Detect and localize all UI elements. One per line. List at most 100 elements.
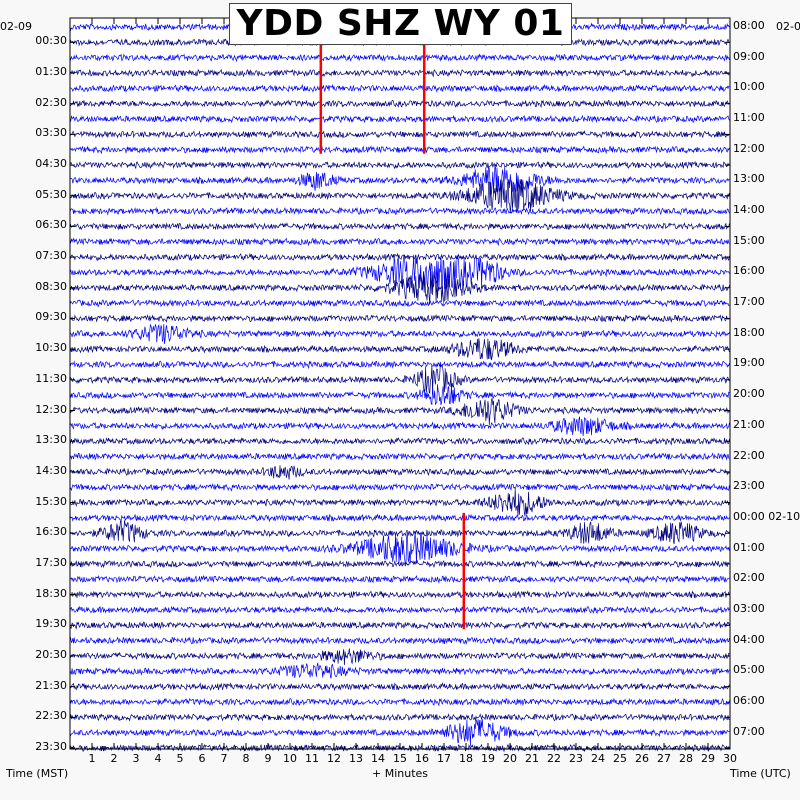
trace-line-43 — [69, 682, 730, 692]
right-time-tick-label: 03:00 — [733, 601, 765, 615]
right-time-tick-label: 09:00 — [733, 49, 765, 63]
x-tick-label: 13 — [349, 752, 363, 765]
trace-line-37 — [69, 590, 730, 600]
trace-line-21 — [69, 338, 730, 361]
x-tick-label: 7 — [220, 752, 228, 765]
x-tick-label: 23 — [569, 752, 583, 765]
right-date-label: 02-09 — [776, 20, 800, 33]
trace-line-34 — [69, 532, 730, 565]
trace-line-14 — [69, 237, 730, 247]
right-time-tick-label: 08:00 — [733, 19, 765, 32]
x-tick-label: 19 — [481, 752, 495, 765]
left-axis-label: Time (MST) — [6, 767, 69, 780]
right-time-tick-label: 17:00 — [733, 295, 765, 309]
left-time-tick-label: 11:30 — [35, 371, 67, 385]
right-time-tick-label: 20:00 — [733, 387, 765, 401]
x-tick-label: 20 — [503, 752, 517, 765]
x-tick-label: 6 — [198, 752, 206, 765]
trace-line-31 — [69, 488, 730, 517]
x-tick-label: 1 — [88, 752, 96, 765]
trace-line-17 — [69, 271, 730, 305]
trace-line-27 — [69, 436, 730, 446]
left-time-tick-label: 20:30 — [35, 647, 67, 661]
left-time-tick-label: 09:30 — [35, 310, 67, 324]
trace-line-29 — [69, 465, 730, 480]
right-time-tick-label: 22:00 — [733, 448, 765, 462]
x-tick-label: 29 — [701, 752, 715, 765]
x-tick-label: 5 — [176, 752, 184, 765]
chart-title: YDD SHZ WY 01 — [236, 3, 565, 44]
trace-line-6 — [69, 114, 730, 124]
trace-line-35 — [69, 559, 730, 569]
trace-line-7 — [69, 130, 730, 139]
left-time-tick-label: 05:30 — [35, 187, 67, 201]
trace-line-10 — [69, 165, 730, 195]
x-tick-label: 16 — [415, 752, 429, 765]
trace-line-2 — [69, 53, 730, 63]
left-time-tick-label: 14:30 — [35, 463, 67, 477]
left-time-tick-label: 04:30 — [35, 157, 67, 171]
right-time-tick-label: 06:00 — [733, 693, 765, 707]
x-tick-label: 24 — [591, 752, 605, 765]
x-tick-label: 30 — [723, 752, 737, 765]
trace-line-24 — [69, 384, 730, 406]
trace-line-8 — [69, 145, 730, 155]
x-tick-label: 22 — [547, 752, 561, 765]
x-tick-label: 25 — [613, 752, 627, 765]
left-time-tick-label: 18:30 — [35, 586, 67, 600]
right-time-tick-label: 14:00 — [733, 203, 765, 217]
trace-line-11 — [69, 178, 730, 213]
left-time-tick-label: 19:30 — [35, 617, 67, 631]
x-tick-label: 8 — [242, 752, 250, 765]
trace-line-16 — [69, 254, 730, 292]
left-time-tick-label: 12:30 — [35, 402, 67, 416]
x-tick-label: 27 — [657, 752, 671, 765]
x-tick-label: 3 — [132, 752, 140, 765]
right-time-tick-label: 05:00 — [733, 663, 765, 677]
trace-line-40 — [69, 636, 730, 645]
trace-line-26 — [69, 416, 730, 437]
left-time-tick-label: 03:30 — [35, 126, 67, 140]
left-date-label: 02-09 — [0, 20, 32, 33]
right-axis-label: Time (UTC) — [730, 767, 791, 780]
x-tick-label: 4 — [154, 752, 162, 765]
x-tick-label: 18 — [459, 752, 473, 765]
trace-line-22 — [69, 360, 730, 370]
right-time-tick-label: 21:00 — [733, 417, 765, 431]
x-tick-label: 10 — [283, 752, 297, 765]
x-tick-label: 17 — [437, 752, 451, 765]
x-tick-label: 14 — [371, 752, 385, 765]
trace-line-4 — [69, 83, 730, 93]
right-time-tick-label: 18:00 — [733, 325, 765, 339]
right-time-tick-label: 23:00 — [733, 479, 765, 493]
trace-line-33 — [69, 520, 730, 545]
trace-line-38 — [69, 605, 730, 614]
x-axis-label: + Minutes — [372, 767, 429, 780]
trace-line-45 — [69, 713, 730, 722]
left-time-tick-label: 13:30 — [35, 433, 67, 447]
trace-line-18 — [69, 298, 730, 308]
trace-line-23 — [69, 363, 730, 395]
x-tick-label: 2 — [110, 752, 118, 765]
trace-line-28 — [69, 452, 730, 461]
x-tick-label: 15 — [393, 752, 407, 765]
right-time-tick-label: 19:00 — [733, 356, 765, 370]
trace-line-30 — [69, 482, 730, 492]
trace-line-5 — [69, 99, 730, 109]
x-tick-label: 12 — [327, 752, 341, 765]
right-time-tick-label: 12:00 — [733, 141, 765, 155]
x-tick-label: 11 — [305, 752, 319, 765]
right-time-tick-label: 04:00 — [733, 632, 765, 646]
right-time-tick-label: 11:00 — [733, 111, 765, 125]
trace-line-39 — [69, 620, 730, 630]
trace-line-25 — [69, 397, 730, 425]
left-time-tick-label: 23:30 — [35, 740, 67, 753]
left-time-tick-label: 10:30 — [35, 341, 67, 355]
right-time-tick-label: 02:00 — [733, 571, 765, 585]
right-time-tick-label: 00:00 02-10 — [733, 509, 800, 523]
plot-area — [70, 18, 730, 749]
trace-line-13 — [69, 222, 730, 231]
trace-line-44 — [69, 697, 730, 707]
left-time-tick-label: 00:30 — [35, 34, 67, 48]
